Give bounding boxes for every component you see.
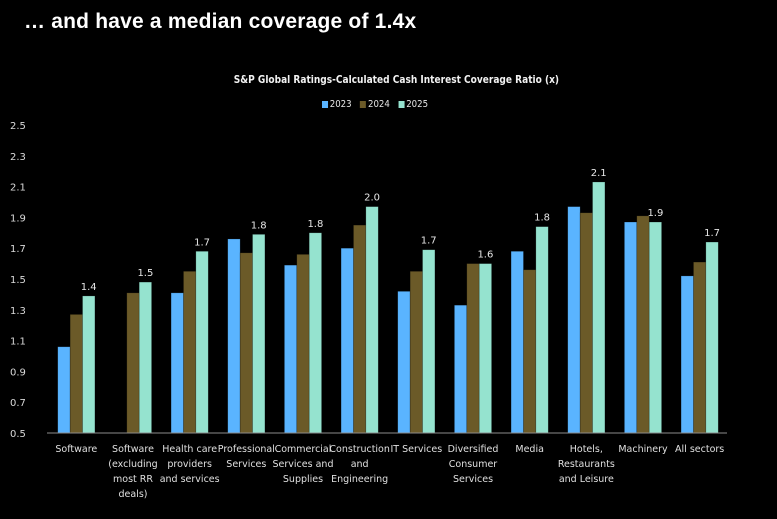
x-category-label: Diversified Consumer Services	[448, 444, 499, 485]
bar-2024	[353, 224, 367, 434]
bar-2023	[567, 206, 581, 434]
bars	[57, 181, 719, 434]
bar-2025	[308, 232, 322, 434]
data-label: 2.1	[591, 168, 607, 179]
legend-swatch-2025	[398, 101, 405, 108]
bar-2023	[680, 275, 694, 434]
bar-2023	[397, 291, 411, 434]
bar-2024	[239, 252, 253, 434]
bar-2024	[183, 270, 197, 434]
data-label: 1.7	[421, 236, 437, 247]
bar-2024	[69, 314, 83, 434]
bar-2023	[170, 292, 184, 434]
bar-2025	[478, 263, 492, 434]
bar-2024	[636, 215, 650, 434]
bar-2025	[648, 221, 662, 434]
bar-2024	[523, 269, 537, 434]
data-label: 1.9	[647, 208, 663, 219]
y-tick-label: 0.9	[10, 367, 26, 378]
legend-label-2024: 2024	[367, 99, 390, 110]
y-tick-label: 2.1	[10, 183, 26, 194]
bar-2024	[409, 270, 423, 434]
data-label: 2.0	[364, 193, 380, 204]
legend-label-2023: 2023	[329, 99, 352, 110]
data-label: 1.4	[81, 282, 97, 293]
legend-item-2024: 2024	[360, 99, 390, 110]
bar-2025	[195, 250, 209, 434]
legend-swatch-2023	[322, 101, 329, 108]
x-category-label: All sectors	[675, 444, 724, 455]
bar-2023	[57, 346, 71, 434]
bar-2025	[535, 226, 549, 434]
data-label: 1.8	[307, 219, 323, 230]
x-category-label: Health care providers and services	[160, 444, 220, 485]
bar-2025	[422, 249, 436, 434]
bar-2024	[296, 254, 310, 434]
data-label: 1.6	[477, 250, 493, 261]
legend-label-2025: 2025	[406, 99, 429, 110]
y-tick-label: 2.3	[10, 152, 26, 163]
x-category-label: Machinery	[618, 444, 668, 455]
x-category-label: Construction and Engineering	[329, 444, 390, 485]
bar-2023	[454, 304, 468, 434]
bar-2025	[365, 206, 379, 434]
x-axis: Software Software (excluding most RR deals)H…	[55, 444, 724, 500]
data-label: 1.5	[137, 268, 153, 279]
x-category-label: Commercial Services and Supplies	[273, 444, 334, 485]
data-label: 1.8	[251, 220, 267, 231]
y-tick-label: 1.1	[10, 337, 26, 348]
bar-2024	[126, 292, 140, 434]
bar-2024	[693, 261, 707, 434]
bar-2025	[82, 295, 96, 434]
bar-2025	[138, 281, 152, 434]
x-category-label: IT Services	[390, 444, 442, 455]
data-label: 1.7	[704, 228, 720, 239]
bar-2025	[252, 234, 266, 434]
legend-swatch-2024	[360, 101, 367, 108]
bar-2025	[592, 181, 606, 434]
y-tick-label: 2.5	[10, 121, 26, 132]
y-tick-label: 1.5	[10, 275, 26, 286]
y-tick-label: 1.3	[10, 306, 26, 317]
legend-item-2025: 2025	[398, 99, 428, 110]
x-category-label: Professional Services	[218, 444, 275, 470]
chart-title: S&P Global Ratings-Calculated Cash Inter…	[233, 74, 560, 86]
x-category-label: Software (excluding most RR deals)	[108, 444, 157, 500]
x-category-label: Software	[55, 444, 97, 455]
chart-legend: 2023 2024 2025	[322, 99, 428, 110]
y-tick-label: 1.9	[10, 213, 26, 224]
bar-2023	[624, 221, 638, 434]
x-category-label: Media	[515, 444, 544, 455]
data-labels: 1.4 1.5 1.7 1.8 1.8 2.0 1.7 1.6 1.8 2.1 1.9 1.7	[81, 168, 720, 293]
slide-headline: … and have a median coverage of 1.4x	[24, 10, 417, 33]
bar-2024	[466, 263, 480, 434]
legend-item-2023: 2023	[322, 99, 352, 110]
x-category-label: Hotels, Restaurants and Leisure	[558, 444, 615, 485]
y-tick-label: 0.7	[10, 398, 26, 409]
data-label: 1.8	[534, 213, 550, 224]
bar-2023	[227, 238, 241, 434]
bar-2023	[284, 264, 298, 434]
bar-2025	[705, 241, 719, 434]
data-label: 1.7	[194, 237, 210, 248]
bar-2023	[510, 250, 524, 434]
y-axis: 0.5 0.7 0.9 1.1 1.3 1.5 1.7 1.9 2.1 2.3 2.5	[10, 121, 26, 440]
y-tick-label: 1.7	[10, 244, 26, 255]
y-tick-label: 0.5	[10, 429, 26, 440]
bar-2023	[340, 247, 354, 434]
bar-2024	[579, 212, 593, 434]
